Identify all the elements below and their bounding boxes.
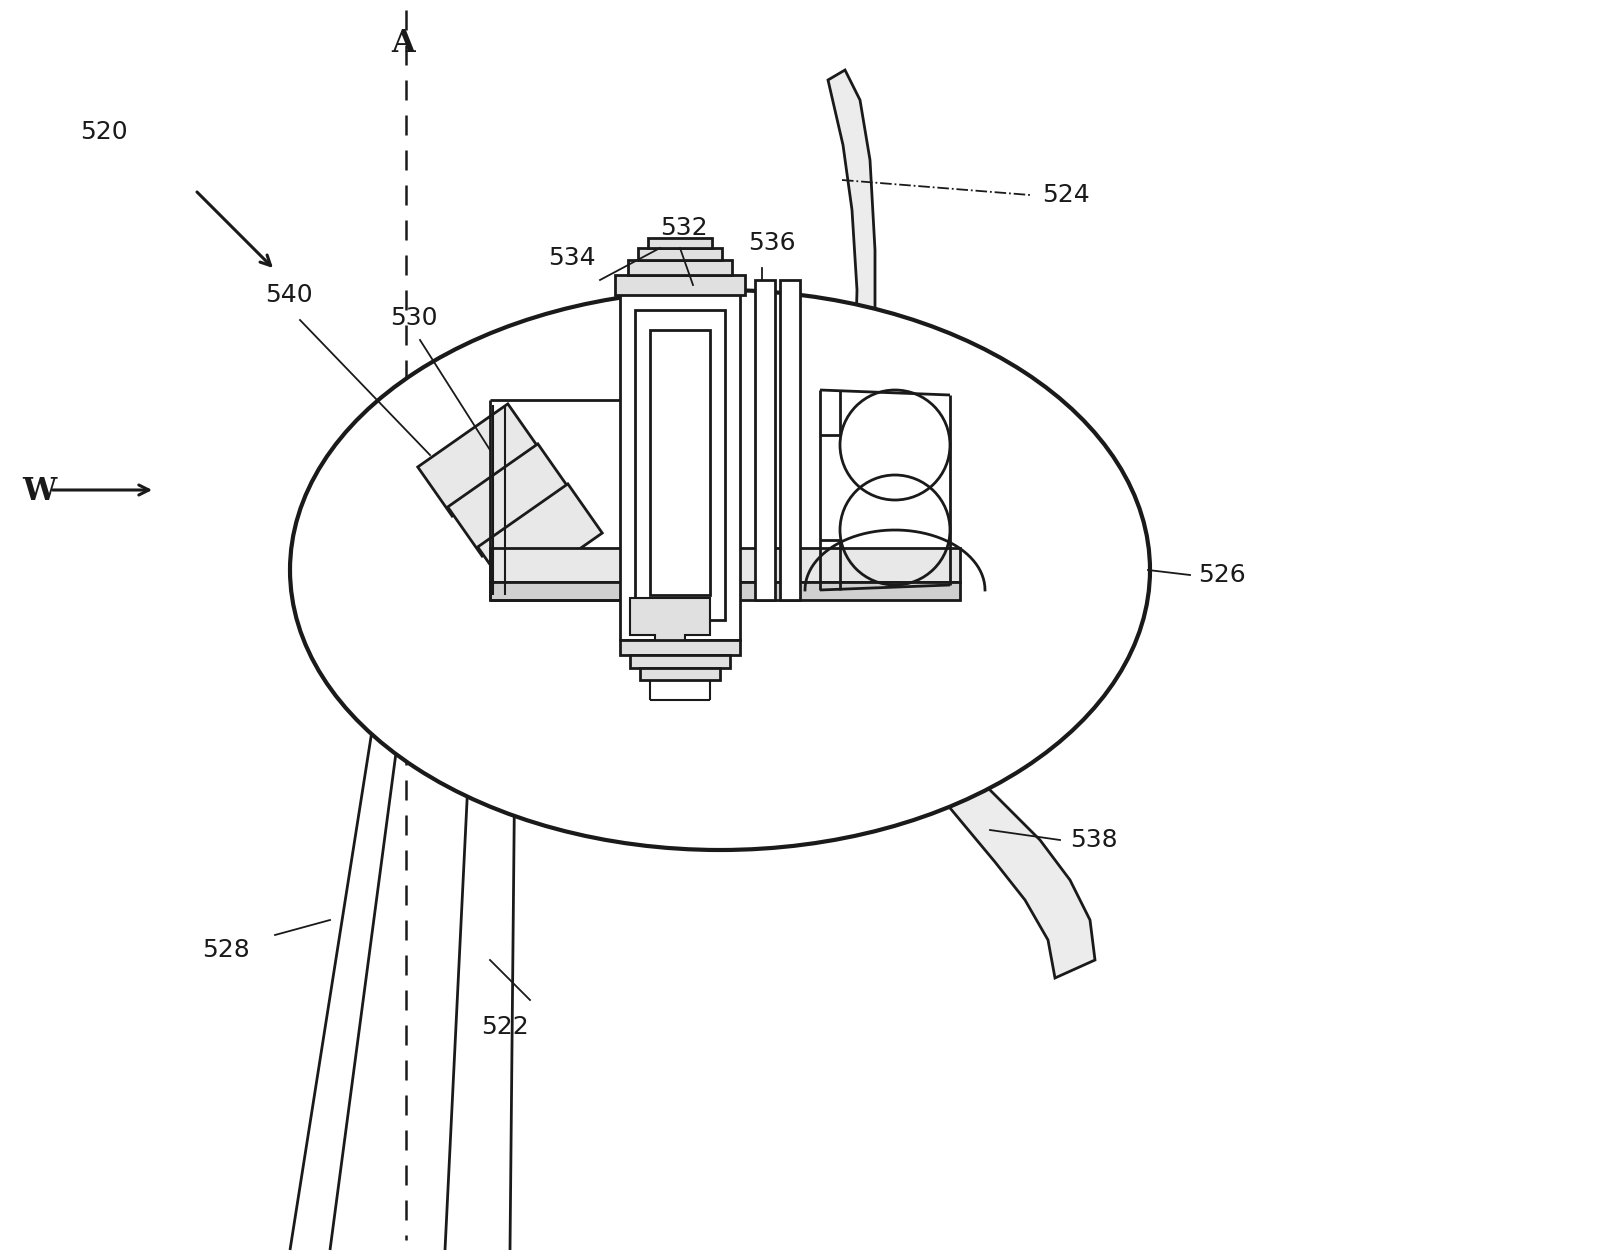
Polygon shape (755, 281, 776, 600)
Polygon shape (828, 70, 875, 550)
Text: A: A (391, 28, 415, 59)
Polygon shape (490, 582, 959, 600)
Polygon shape (615, 276, 745, 294)
Polygon shape (630, 655, 730, 668)
Polygon shape (490, 548, 959, 582)
Ellipse shape (291, 291, 1151, 850)
Polygon shape (448, 444, 573, 556)
Text: 536: 536 (748, 231, 795, 255)
Polygon shape (855, 681, 1096, 977)
Polygon shape (628, 260, 732, 276)
Polygon shape (635, 309, 725, 620)
Text: 526: 526 (1198, 564, 1246, 587)
Polygon shape (620, 640, 740, 655)
Polygon shape (781, 281, 800, 600)
Text: W: W (23, 477, 57, 507)
Text: 528: 528 (203, 938, 250, 962)
Text: 522: 522 (480, 1015, 529, 1039)
Text: 538: 538 (1070, 828, 1118, 852)
Text: 520: 520 (80, 120, 128, 143)
Text: 530: 530 (390, 306, 438, 330)
Polygon shape (417, 404, 542, 516)
Polygon shape (630, 598, 709, 650)
Polygon shape (648, 238, 712, 248)
Text: 524: 524 (1042, 182, 1089, 208)
Polygon shape (639, 668, 721, 681)
Polygon shape (638, 248, 722, 260)
Polygon shape (477, 484, 602, 596)
Polygon shape (649, 330, 709, 595)
Text: 540: 540 (265, 283, 313, 307)
Polygon shape (620, 291, 740, 640)
Text: 532: 532 (661, 216, 708, 240)
Text: 534: 534 (549, 247, 596, 270)
